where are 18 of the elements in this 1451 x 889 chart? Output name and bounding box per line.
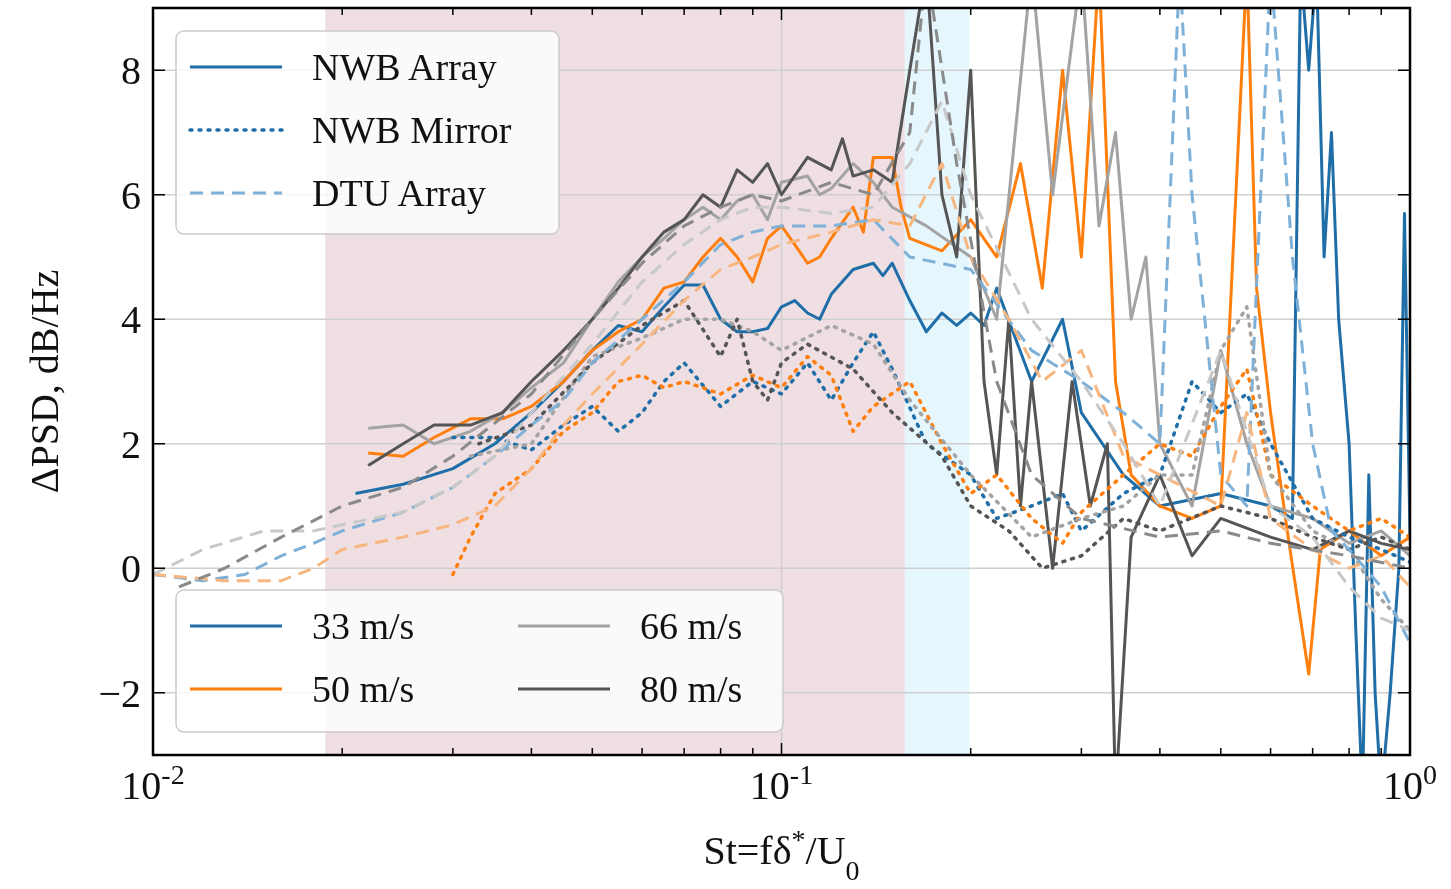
y-tick-label: 4 (121, 297, 141, 343)
y-axis-title: ΔPSD, dB/Hz (22, 269, 67, 494)
x-tick-label: 10$^{-1}$ (749, 758, 814, 808)
x-axis-title: St=fδ$^{*}$/U$_{0}$ (703, 823, 860, 886)
x-tick-label: 10$^{0}$ (1383, 758, 1437, 808)
y-tick-label: 6 (121, 172, 141, 218)
annotation: NWB Array (312, 46, 497, 88)
annotation: NWB Mirror (312, 109, 512, 151)
x-tick-label: 10$^{-2}$ (121, 758, 185, 808)
annotation: DTU Array (312, 172, 487, 214)
annotation: 50 m/s (312, 668, 415, 710)
y-tick-label: 0 (121, 546, 141, 592)
annotation: 80 m/s (640, 668, 743, 710)
annotation: 33 m/s (312, 605, 415, 647)
annotation: 66 m/s (640, 605, 743, 647)
y-tick-label: 2 (121, 421, 141, 467)
y-tick-label: 8 (121, 48, 141, 94)
y-tick-label: −2 (98, 670, 141, 716)
